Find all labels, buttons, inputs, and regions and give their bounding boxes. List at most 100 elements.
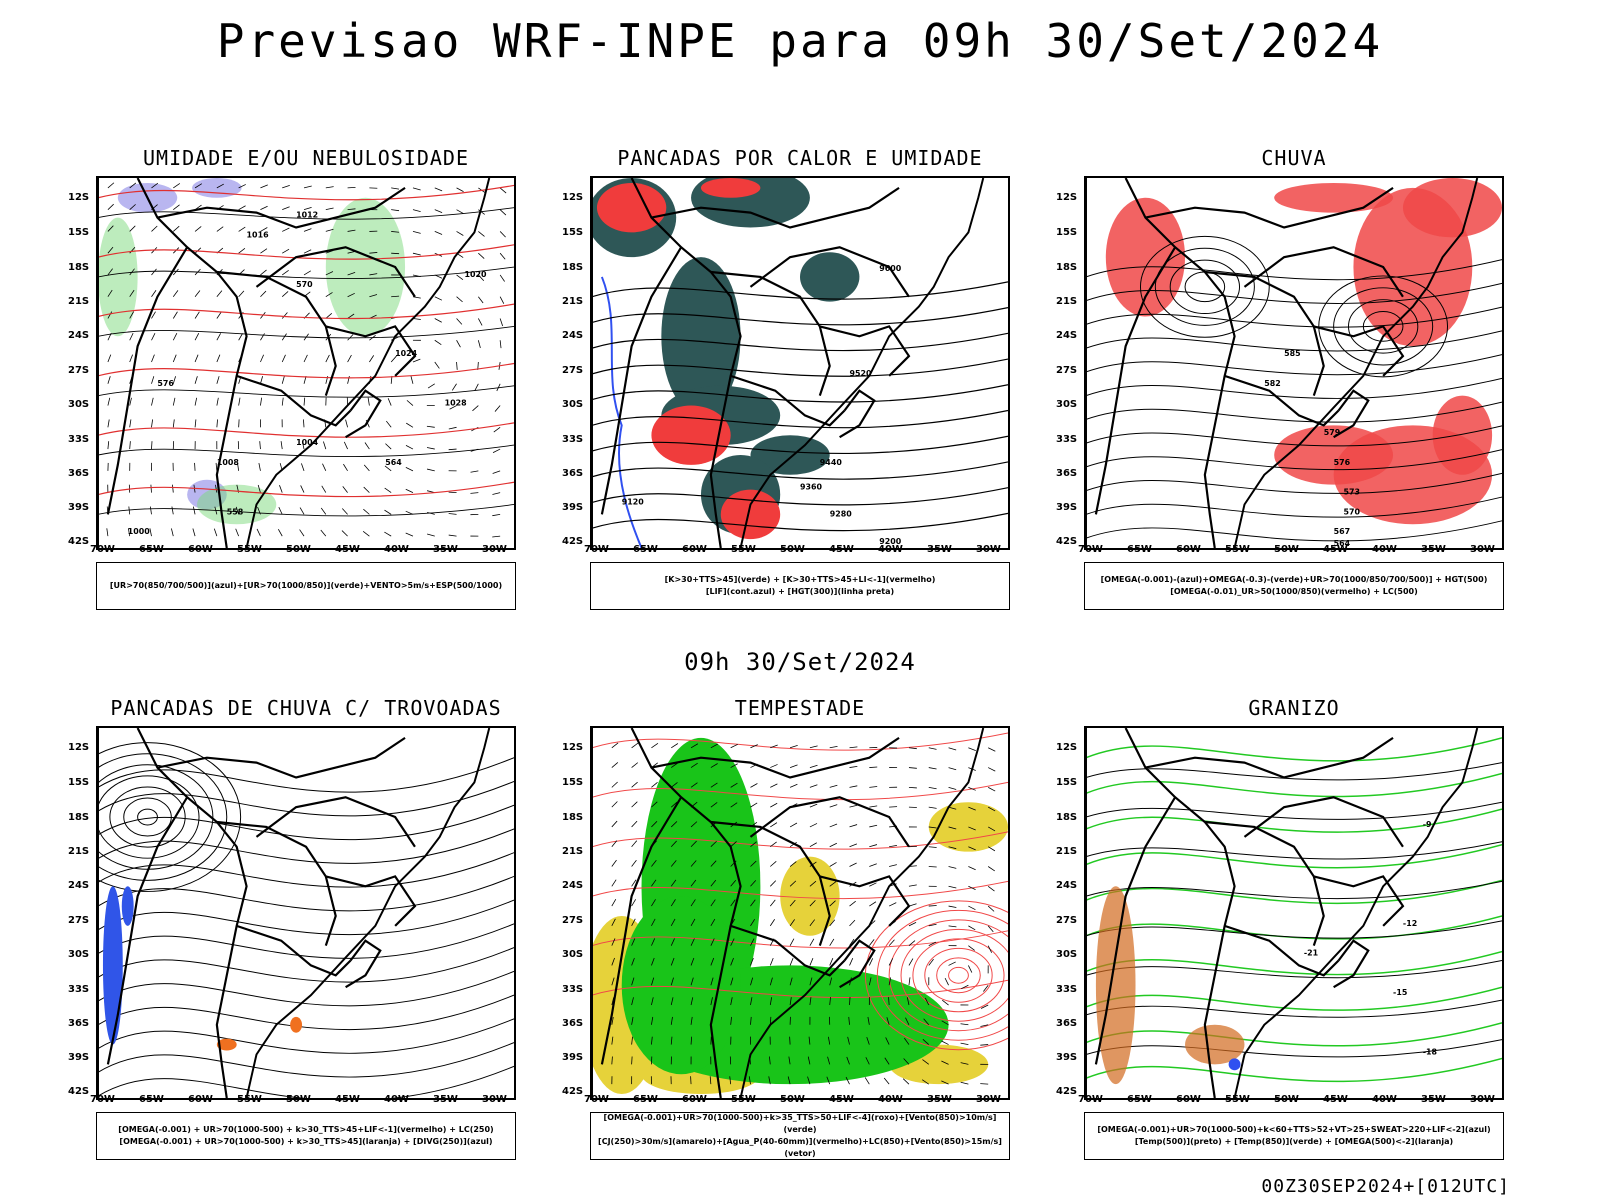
wind-vector — [866, 1036, 870, 1045]
shaded-area — [1185, 1024, 1245, 1065]
wind-vector — [670, 840, 677, 847]
contour-line — [98, 753, 228, 881]
contour-label: 1008 — [217, 458, 240, 467]
contour-line — [98, 1042, 514, 1078]
contour-line — [1086, 880, 1502, 899]
wind-vector — [216, 183, 224, 189]
contour-line — [864, 900, 1008, 1051]
wind-vector — [829, 997, 831, 1006]
wind-vector — [127, 528, 131, 537]
wind-vector — [651, 1036, 653, 1045]
contour-line — [98, 444, 514, 458]
legend-line: [K>30+TTS>45](verde) + [K>30+TTS>45+LI<-… — [664, 575, 936, 584]
panel-title: PANCADAS POR CALOR E UMIDADE — [617, 146, 983, 170]
wind-vector — [750, 783, 758, 788]
contour-line — [1086, 496, 1502, 518]
wind-vector — [237, 462, 240, 471]
wind-vector — [690, 957, 695, 966]
wind-vector — [888, 997, 890, 1006]
wind-vector — [347, 272, 356, 276]
wind-vector — [905, 1017, 910, 1025]
map-canvas: 585 582 579 576 573 570 567 564 — [1086, 178, 1502, 548]
wind-vector — [282, 227, 290, 232]
wind-vector — [384, 509, 392, 515]
contour-line — [98, 1065, 514, 1098]
wind-vector — [149, 528, 152, 537]
contour-label: 579 — [1324, 428, 1341, 437]
lon-tick-label: 35W — [1421, 1094, 1446, 1105]
wind-vector — [769, 919, 776, 927]
wind-vector — [809, 823, 818, 828]
coastline — [98, 178, 491, 548]
wind-vector — [303, 228, 312, 232]
wind-vector — [215, 462, 218, 471]
wind-vector — [710, 899, 716, 907]
contour-line — [1086, 1022, 1502, 1047]
shaded-area — [596, 182, 667, 233]
wind-vector — [846, 1056, 850, 1065]
lat-tick-label: 42S — [1056, 1086, 1078, 1097]
contour-line — [936, 957, 981, 994]
wind-vector — [391, 295, 400, 298]
political-border — [1333, 389, 1370, 439]
wind-vector — [611, 1036, 614, 1045]
political-border — [157, 736, 406, 779]
wind-vector — [235, 506, 240, 515]
lon-tick-label: 30W — [482, 1094, 507, 1105]
wind-vector — [829, 958, 834, 966]
political-border — [136, 728, 248, 1098]
wind-vector — [809, 764, 818, 768]
wind-vector — [671, 762, 678, 768]
lon-tick-label: 50W — [286, 544, 311, 555]
wind-vector — [215, 484, 218, 493]
wind-vector — [448, 426, 457, 430]
wind-vector — [173, 183, 181, 189]
wind-vector — [303, 354, 308, 363]
political-border — [1243, 246, 1404, 298]
contour-line — [592, 307, 1008, 326]
political-border — [106, 796, 189, 1065]
wind-vector — [787, 1076, 791, 1085]
lon-tick-label: 35W — [433, 544, 458, 555]
wind-vector — [809, 919, 816, 927]
wind-vector — [347, 334, 354, 341]
contour-label: 9360 — [800, 483, 823, 492]
wind-vector — [690, 782, 698, 788]
contour-label: 9200 — [879, 537, 902, 546]
wind-vector — [789, 957, 794, 966]
wind-vector — [788, 1056, 791, 1065]
panel-legend: [UR>70(850/700/500)](azul)+[UR>70(1000/8… — [96, 562, 516, 610]
wind-vector — [611, 1056, 613, 1065]
wind-vector — [216, 226, 224, 232]
wind-vector — [849, 746, 858, 749]
wind-vector — [470, 492, 479, 494]
political-border — [630, 178, 742, 548]
panel-legend: [OMEGA(-0.001)+UR>70(1000-500)+k<60+TTS>… — [1084, 1112, 1504, 1160]
wind-vector — [150, 484, 152, 493]
wind-vector — [631, 840, 638, 847]
wind-vector — [405, 444, 414, 450]
wind-vector — [829, 842, 838, 848]
wind-vector — [493, 426, 501, 433]
wind-vector — [869, 882, 877, 887]
wind-vector — [129, 246, 136, 254]
political-border — [345, 939, 382, 989]
wind-vector — [347, 375, 350, 384]
panel-legend: [OMEGA(-0.001) + UR>70(1000-500) + k>30_… — [96, 1112, 516, 1160]
contour-line — [1086, 401, 1502, 423]
wind-vector — [928, 806, 937, 809]
shaded-area — [651, 405, 731, 465]
wind-vector — [670, 918, 676, 927]
lat-tick-label: 33S — [562, 984, 584, 995]
wind-vector — [948, 846, 957, 850]
panel-title: UMIDADE E/OU NEBULOSIDADE — [142, 146, 470, 170]
lat-tick-label: 39S — [562, 1052, 584, 1063]
wind-vector — [670, 782, 678, 788]
wind-vector — [172, 484, 174, 493]
wind-vector — [449, 405, 457, 410]
wind-vector — [869, 844, 878, 848]
contour-line — [1086, 844, 1502, 869]
wind-vector — [750, 977, 754, 986]
lon-tick-label: 45W — [829, 1094, 854, 1105]
wind-vector — [710, 957, 715, 966]
